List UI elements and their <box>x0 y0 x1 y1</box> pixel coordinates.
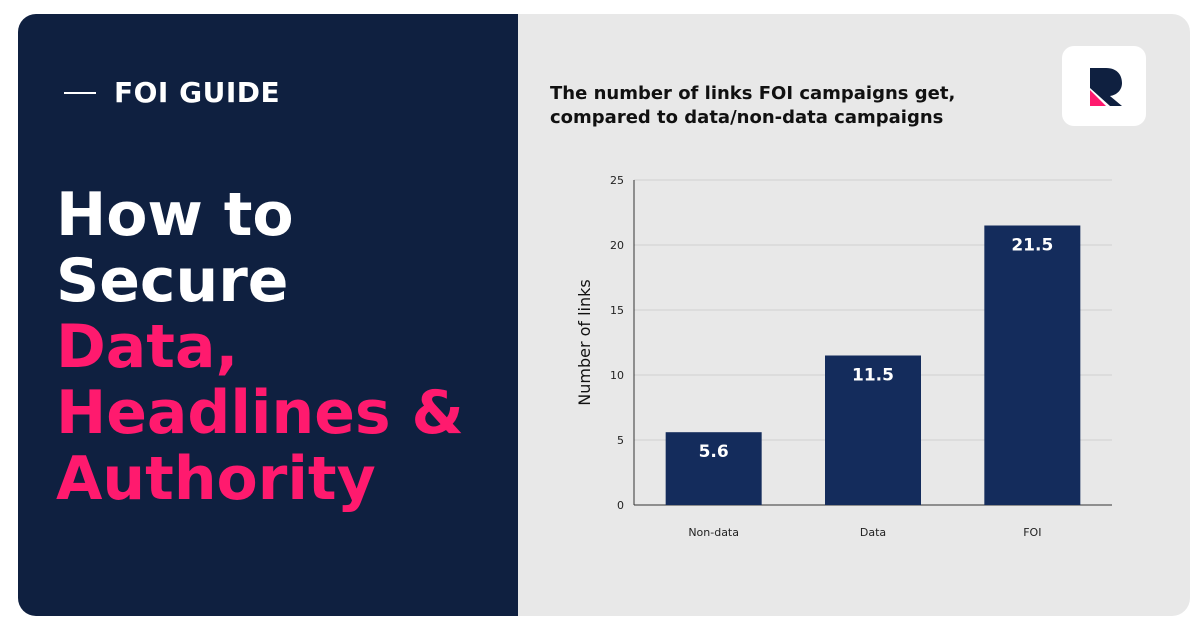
headline-highlight-line: Headlines & <box>56 378 464 448</box>
y-axis-title: Number of links <box>575 279 594 406</box>
chart-title-line: compared to data/non-data campaigns <box>550 107 944 128</box>
infographic-card: FOI GUIDE How to Secure Data, Headlines … <box>18 14 1190 616</box>
brand-logo <box>1062 46 1146 126</box>
headline: How to Secure Data, Headlines & Authorit… <box>56 182 464 512</box>
y-tick-label: 5 <box>617 434 624 447</box>
x-tick-label: FOI <box>1023 526 1041 539</box>
headline-highlight-line: Data, <box>56 312 239 382</box>
chart-panel: The number of links FOI campaigns get, c… <box>518 14 1190 616</box>
headline-line: How to <box>56 180 294 250</box>
y-tick-label: 20 <box>610 239 624 252</box>
bar <box>984 225 1081 505</box>
bar <box>825 355 921 505</box>
title-panel: FOI GUIDE How to Secure Data, Headlines … <box>18 14 518 616</box>
bar-value-label: 21.5 <box>1011 236 1053 256</box>
x-tick-label: Data <box>860 526 886 539</box>
y-tick-label: 0 <box>617 499 624 512</box>
y-tick-label: 15 <box>610 304 624 317</box>
chart-title-line: The number of links FOI campaigns get, <box>550 83 956 104</box>
eyebrow-dash <box>64 92 96 94</box>
headline-line: Secure <box>56 246 289 316</box>
bar-value-label: 5.6 <box>699 442 729 462</box>
headline-highlight-line: Authority <box>56 444 376 514</box>
brand-r-logo-icon <box>1090 68 1122 106</box>
bar-chart: 0 5 10 15 20 25 5.6 Non-data 11.5 Data 21.5 FOI Numb… <box>575 174 1112 539</box>
y-tick-label: 25 <box>610 174 624 187</box>
eyebrow-label: FOI GUIDE <box>114 76 281 109</box>
bar-value-label: 11.5 <box>852 366 894 386</box>
bar <box>665 432 762 505</box>
x-tick-label: Non-data <box>688 526 739 539</box>
y-tick-label: 10 <box>610 369 624 382</box>
chart-title: The number of links FOI campaigns get, c… <box>550 82 1020 130</box>
